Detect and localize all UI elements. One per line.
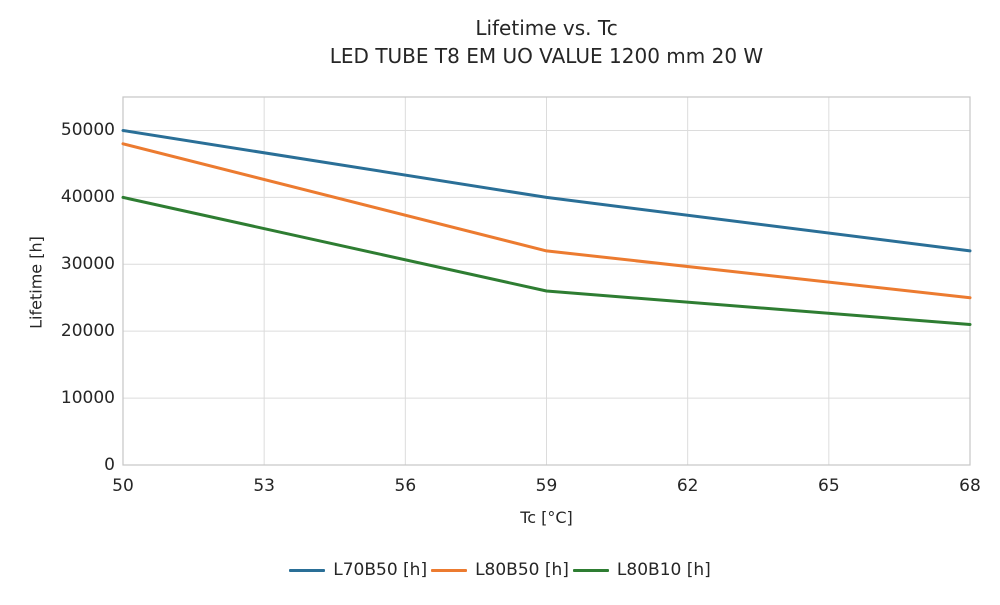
x-tick-label: 59: [535, 476, 558, 496]
y-tick-label: 20000: [60, 321, 115, 342]
legend-item: L80B50 [h]: [431, 560, 569, 580]
x-tick-label: 68: [959, 476, 981, 496]
chart-legend: L70B50 [h] L80B50 [h] L80B10 [h]: [0, 560, 1000, 580]
series-line-l70b50-h-: [121, 129, 972, 253]
series-line-l80b10-h-: [121, 195, 972, 326]
y-tick-label: 30000: [60, 254, 115, 275]
legend-item: L80B10 [h]: [572, 560, 711, 580]
y-tick-label: 50000: [60, 120, 115, 141]
chart-subtitle: LED TUBE T8 EM UO VALUE 1200 mm 20 W: [329, 44, 764, 68]
x-tick-label: 53: [253, 476, 275, 496]
y-tick-label: 40000: [60, 187, 115, 208]
legend-label: L80B10 [h]: [616, 560, 711, 580]
series-line-l80b50-h-: [121, 142, 972, 300]
legend-label: L80B50 [h]: [475, 560, 569, 580]
y-tick-label: 10000: [60, 388, 115, 409]
legend-item: L70B50 [h]: [289, 560, 427, 580]
legend-line-swatch: [572, 568, 609, 572]
x-tick-label: 65: [818, 476, 840, 496]
x-tick-label: 50: [112, 476, 134, 496]
legend-line-swatch: [289, 568, 326, 572]
y-axis-title: Lifetime [h]: [26, 236, 46, 329]
legend-line-swatch: [431, 568, 468, 572]
x-tick-label: 56: [394, 476, 417, 496]
legend-label: L70B50 [h]: [333, 560, 428, 580]
x-tick-label: 62: [676, 476, 699, 496]
x-axis-title: Tc [°C]: [520, 508, 573, 527]
chart-title-block: Lifetime vs. Tc LED TUBE T8 EM UO VALUE …: [123, 14, 970, 70]
chart-title: Lifetime vs. Tc: [475, 16, 618, 40]
y-tick-label: 0: [104, 455, 115, 475]
plot-border: [122, 96, 971, 466]
